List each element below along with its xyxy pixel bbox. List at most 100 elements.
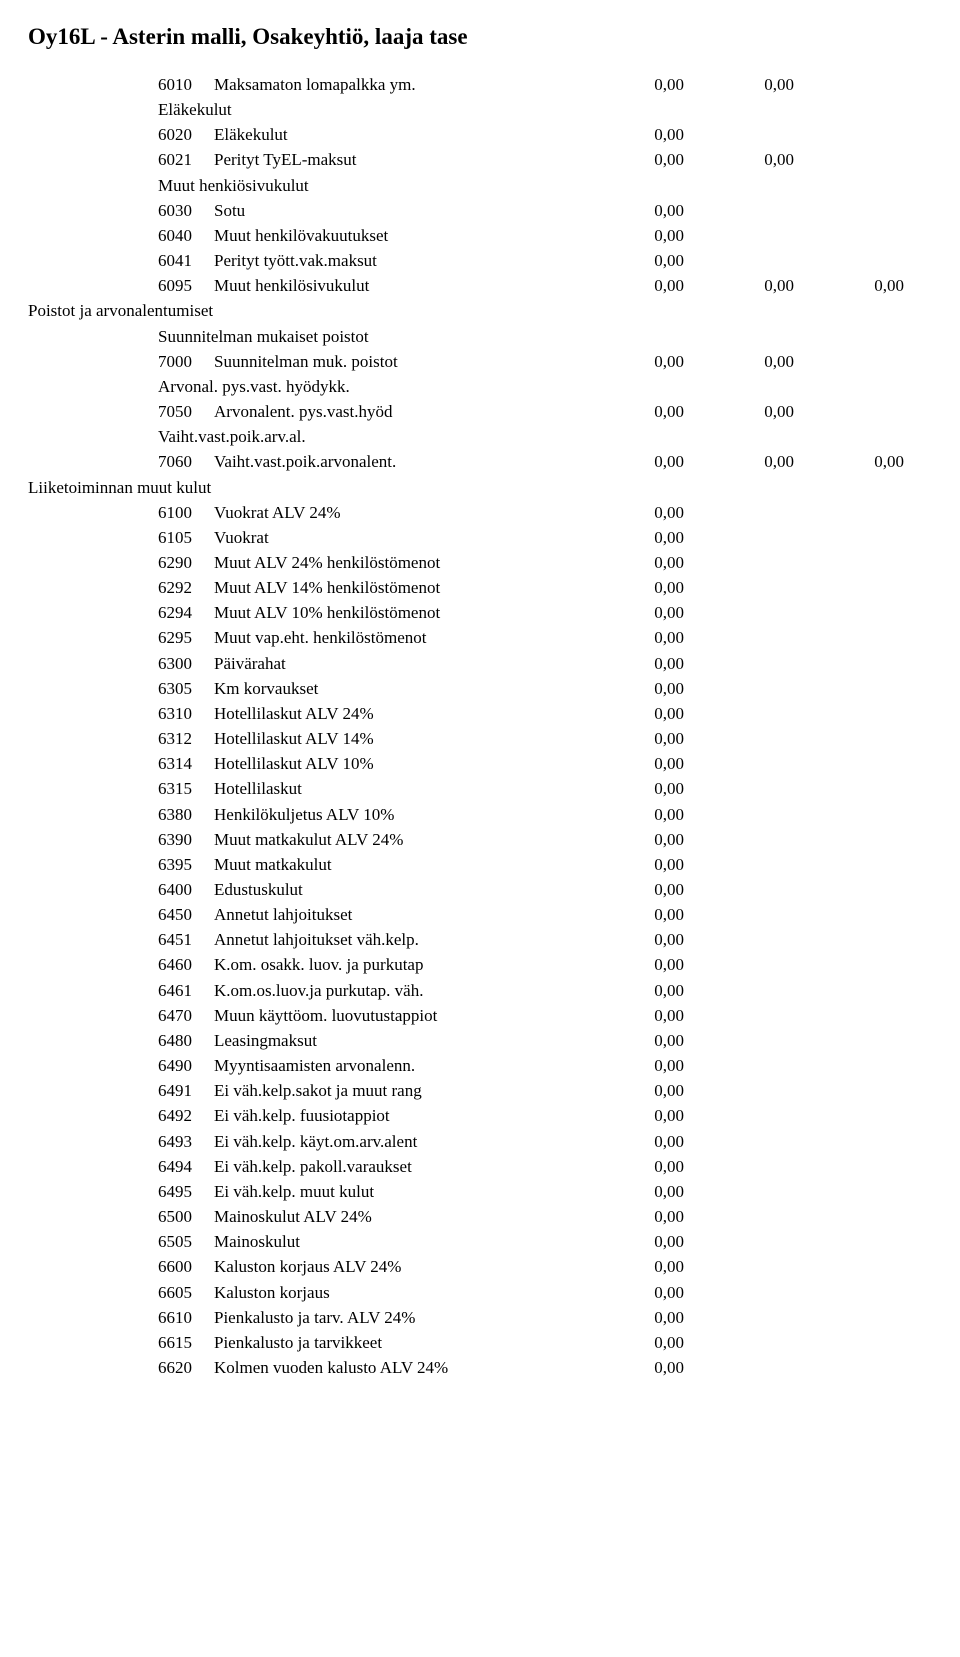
indent-spacer xyxy=(28,1028,158,1053)
value-c1: 0,00 xyxy=(574,902,684,927)
table-row: 6315Hotellilaskut0,00 xyxy=(28,776,932,801)
account-label: Pienkalusto ja tarvikkeet xyxy=(214,1330,574,1355)
table-row: Liiketoiminnan muut kulut xyxy=(28,475,932,500)
value-c2 xyxy=(684,852,794,877)
account-label: Muut ALV 24% henkilöstömenot xyxy=(214,550,574,575)
value-c3 xyxy=(794,852,904,877)
value-c1: 0,00 xyxy=(574,122,684,147)
value-c1 xyxy=(574,424,684,449)
value-c2 xyxy=(684,902,794,927)
indent-spacer xyxy=(28,223,158,248)
account-label: Maksamaton lomapalkka ym. xyxy=(214,72,574,97)
value-c3 xyxy=(794,1028,904,1053)
account-code: 6312 xyxy=(158,726,214,751)
table-row: Muut henkiösivukulut xyxy=(28,173,932,198)
table-row: 6021Perityt TyEL-maksut0,000,00 xyxy=(28,147,932,172)
table-row: Arvonal. pys.vast. hyödykk. xyxy=(28,374,932,399)
account-label: Päivärahat xyxy=(214,651,574,676)
account-code: 6615 xyxy=(158,1330,214,1355)
table-row: 7060Vaiht.vast.poik.arvonalent.0,000,000… xyxy=(28,449,932,474)
table-row: 6494Ei väh.kelp. pakoll.varaukset0,00 xyxy=(28,1154,932,1179)
group-label: Suunnitelman mukaiset poistot xyxy=(158,324,574,349)
account-label: Muut henkilösivukulut xyxy=(214,273,574,298)
value-c3 xyxy=(794,751,904,776)
value-c1: 0,00 xyxy=(574,1330,684,1355)
value-c2 xyxy=(684,575,794,600)
table-row: 6610Pienkalusto ja tarv. ALV 24%0,00 xyxy=(28,1305,932,1330)
value-c2 xyxy=(684,1003,794,1028)
value-c1 xyxy=(574,374,684,399)
value-c1: 0,00 xyxy=(574,525,684,550)
account-code: 6300 xyxy=(158,651,214,676)
value-c1: 0,00 xyxy=(574,927,684,952)
indent-spacer xyxy=(28,676,158,701)
account-label: Km korvaukset xyxy=(214,676,574,701)
account-label: Myyntisaamisten arvonalenn. xyxy=(214,1053,574,1078)
value-c2 xyxy=(684,1154,794,1179)
value-c3 xyxy=(794,349,904,374)
value-c1: 0,00 xyxy=(574,248,684,273)
account-label: K.om. osakk. luov. ja purkutap xyxy=(214,952,574,977)
indent-spacer xyxy=(28,1003,158,1028)
value-c3 xyxy=(794,1305,904,1330)
value-c2 xyxy=(684,1305,794,1330)
indent-spacer xyxy=(28,1154,158,1179)
account-label: Eläkekulut xyxy=(214,122,574,147)
account-code: 6470 xyxy=(158,1003,214,1028)
account-label: Ei väh.kelp. muut kulut xyxy=(214,1179,574,1204)
account-code: 6105 xyxy=(158,525,214,550)
table-row: 6400Edustuskulut0,00 xyxy=(28,877,932,902)
table-row: 6300Päivärahat0,00 xyxy=(28,651,932,676)
account-code: 6450 xyxy=(158,902,214,927)
account-code: 6605 xyxy=(158,1280,214,1305)
account-list: 6010Maksamaton lomapalkka ym.0,000,00Elä… xyxy=(28,72,932,1380)
value-c1: 0,00 xyxy=(574,1154,684,1179)
value-c2 xyxy=(684,1103,794,1128)
table-row: 6380Henkilökuljetus ALV 10%0,00 xyxy=(28,802,932,827)
account-code: 7060 xyxy=(158,449,214,474)
value-c3 xyxy=(794,1003,904,1028)
account-code: 6305 xyxy=(158,676,214,701)
value-c2 xyxy=(684,122,794,147)
value-c3 xyxy=(794,1179,904,1204)
value-c1: 0,00 xyxy=(574,776,684,801)
value-c1 xyxy=(574,324,684,349)
value-c1: 0,00 xyxy=(574,751,684,776)
table-row: 6605Kaluston korjaus0,00 xyxy=(28,1280,932,1305)
indent-spacer xyxy=(28,827,158,852)
value-c1: 0,00 xyxy=(574,625,684,650)
indent-spacer xyxy=(28,198,158,223)
value-c1: 0,00 xyxy=(574,676,684,701)
account-code: 6500 xyxy=(158,1204,214,1229)
account-code: 6461 xyxy=(158,978,214,1003)
table-row: 6314Hotellilaskut ALV 10%0,00 xyxy=(28,751,932,776)
table-row: 6390Muut matkakulut ALV 24%0,00 xyxy=(28,827,932,852)
value-c3 xyxy=(794,701,904,726)
account-label: Annetut lahjoitukset väh.kelp. xyxy=(214,927,574,952)
value-c2 xyxy=(684,952,794,977)
indent-spacer xyxy=(28,651,158,676)
account-label: Henkilökuljetus ALV 10% xyxy=(214,802,574,827)
value-c1: 0,00 xyxy=(574,827,684,852)
indent-spacer xyxy=(28,625,158,650)
value-c2 xyxy=(684,676,794,701)
table-row: Poistot ja arvonalentumiset xyxy=(28,298,932,323)
value-c3 xyxy=(794,927,904,952)
group-label: Poistot ja arvonalentumiset xyxy=(28,298,574,323)
account-code: 6505 xyxy=(158,1229,214,1254)
value-c3 xyxy=(794,902,904,927)
value-c2 xyxy=(684,525,794,550)
indent-spacer xyxy=(28,726,158,751)
value-c1: 0,00 xyxy=(574,223,684,248)
account-code: 6400 xyxy=(158,877,214,902)
account-code: 6021 xyxy=(158,147,214,172)
account-label: Perityt tyött.vak.maksut xyxy=(214,248,574,273)
value-c1: 0,00 xyxy=(574,978,684,1003)
indent-spacer xyxy=(28,1053,158,1078)
indent-spacer xyxy=(28,374,158,399)
table-row: 6600Kaluston korjaus ALV 24%0,00 xyxy=(28,1254,932,1279)
indent-spacer xyxy=(28,550,158,575)
account-label: Muut henkilövakuutukset xyxy=(214,223,574,248)
account-code: 6295 xyxy=(158,625,214,650)
value-c3 xyxy=(794,1103,904,1128)
